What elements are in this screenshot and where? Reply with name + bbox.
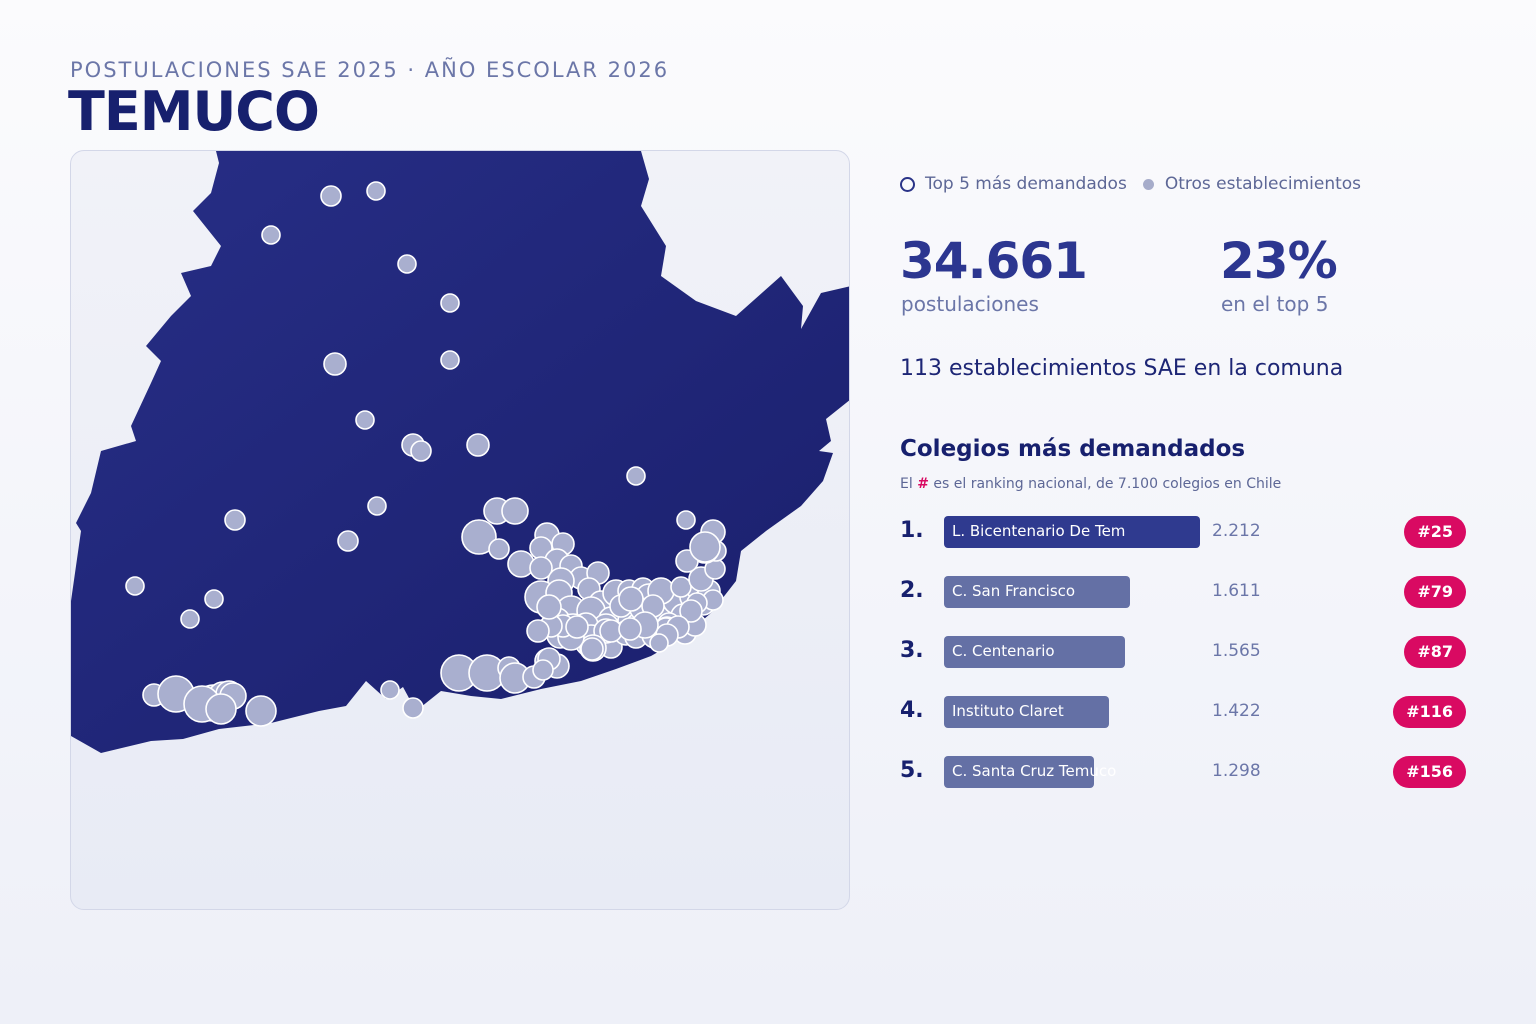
school-name: C. San Francisco: [952, 582, 1076, 600]
ranking-row[interactable]: 1. L. Bicentenario De Tem 2.212 #25: [900, 516, 1470, 548]
ranking-row[interactable]: 3. C. Centenario 1.565 #87: [900, 636, 1470, 668]
other-dot-icon: [1142, 178, 1154, 190]
map-panel[interactable]: [70, 150, 850, 910]
school-applications: 1.565: [1212, 641, 1261, 661]
rank-bar: [944, 756, 1095, 788]
school-marker[interactable]: [323, 352, 347, 376]
school-name: C. Santa Cruz Temuco: [952, 762, 1117, 780]
commune-map[interactable]: [71, 151, 850, 910]
rank-bar: [944, 696, 1109, 728]
page-title: TEMUCO: [68, 80, 320, 143]
rank-number: 2.: [900, 578, 924, 603]
school-marker[interactable]: [245, 695, 277, 727]
school-name: L. Bicentenario De Tem: [952, 522, 1126, 540]
school-marker[interactable]: [466, 433, 490, 457]
map-legend: Top 5 más demandados Otros establecimien…: [900, 174, 1361, 194]
applications-value: 34.661: [900, 232, 1088, 290]
ranking-row[interactable]: 4. Instituto Claret 1.422 #116: [900, 696, 1470, 728]
top5-share-label: en el top 5: [1221, 292, 1329, 316]
school-name: Instituto Claret: [952, 702, 1064, 720]
supertitle: POSTULACIONES SAE 2025 · AÑO ESCOLAR 202…: [70, 58, 670, 82]
ranking-hash: #: [917, 476, 929, 492]
school-marker[interactable]: [670, 576, 692, 598]
legend-top5-label: Top 5 más demandados: [925, 174, 1127, 194]
top5-ring-icon: [900, 176, 915, 192]
rank-bar: [944, 636, 1126, 668]
ranking-row[interactable]: 2. C. San Francisco 1.611 #79: [900, 576, 1470, 608]
school-marker[interactable]: [461, 519, 497, 555]
rank-number: 5.: [900, 758, 924, 783]
school-marker[interactable]: [440, 350, 460, 370]
rank-number: 4.: [900, 698, 924, 723]
school-marker[interactable]: [261, 225, 281, 245]
ranking-row[interactable]: 5. C. Santa Cruz Temuco 1.298 #156: [900, 756, 1470, 788]
school-marker[interactable]: [618, 586, 644, 612]
national-rank-badge: #25: [1404, 516, 1466, 548]
school-marker[interactable]: [397, 254, 417, 274]
school-marker[interactable]: [125, 576, 145, 596]
school-marker[interactable]: [355, 410, 375, 430]
school-marker[interactable]: [529, 556, 553, 580]
school-marker[interactable]: [367, 496, 387, 516]
ranking-subtitle: El # es el ranking nacional, de 7.100 co…: [900, 476, 1281, 492]
ranking-title: Colegios más demandados: [900, 436, 1246, 462]
ranking-subtitle-prefix: El: [900, 476, 913, 492]
school-marker[interactable]: [366, 181, 386, 201]
school-marker[interactable]: [532, 659, 554, 681]
school-marker[interactable]: [224, 509, 246, 531]
school-marker[interactable]: [402, 697, 424, 719]
school-marker[interactable]: [536, 594, 562, 620]
ranking-subtitle-suffix: es el ranking nacional, de 7.100 colegio…: [933, 476, 1282, 492]
school-applications: 2.212: [1212, 521, 1261, 541]
school-marker[interactable]: [676, 510, 696, 530]
school-marker[interactable]: [649, 633, 669, 653]
school-marker[interactable]: [380, 680, 400, 700]
rank-bar: [944, 576, 1131, 608]
school-marker[interactable]: [488, 538, 510, 560]
national-rank-badge: #87: [1404, 636, 1466, 668]
school-marker[interactable]: [410, 440, 432, 462]
legend-others-label: Otros establecimientos: [1164, 174, 1362, 194]
school-marker[interactable]: [565, 615, 589, 639]
top5-share-value: 23%: [1220, 232, 1338, 290]
school-marker[interactable]: [618, 617, 642, 641]
rank-number: 3.: [900, 638, 924, 663]
national-rank-badge: #79: [1404, 576, 1466, 608]
school-marker[interactable]: [320, 185, 342, 207]
school-marker[interactable]: [580, 637, 604, 661]
school-marker[interactable]: [626, 466, 646, 486]
school-marker[interactable]: [204, 589, 224, 609]
national-rank-badge: #156: [1393, 756, 1466, 788]
school-name: C. Centenario: [952, 642, 1055, 660]
school-marker[interactable]: [180, 609, 200, 629]
applications-label: postulaciones: [901, 292, 1039, 316]
school-applications: 1.298: [1212, 761, 1261, 781]
school-marker[interactable]: [679, 599, 703, 623]
school-applications: 1.611: [1212, 581, 1261, 601]
school-applications: 1.422: [1212, 701, 1261, 721]
school-marker[interactable]: [205, 693, 237, 725]
school-marker[interactable]: [337, 530, 359, 552]
national-rank-badge: #116: [1393, 696, 1466, 728]
school-marker[interactable]: [526, 619, 550, 643]
school-marker[interactable]: [440, 293, 460, 313]
school-marker[interactable]: [501, 497, 529, 525]
school-marker[interactable]: [689, 531, 721, 563]
rank-number: 1.: [900, 518, 924, 543]
schools-count: 113 establecimientos SAE en la comuna: [900, 356, 1344, 381]
rank-bar: [944, 516, 1200, 548]
